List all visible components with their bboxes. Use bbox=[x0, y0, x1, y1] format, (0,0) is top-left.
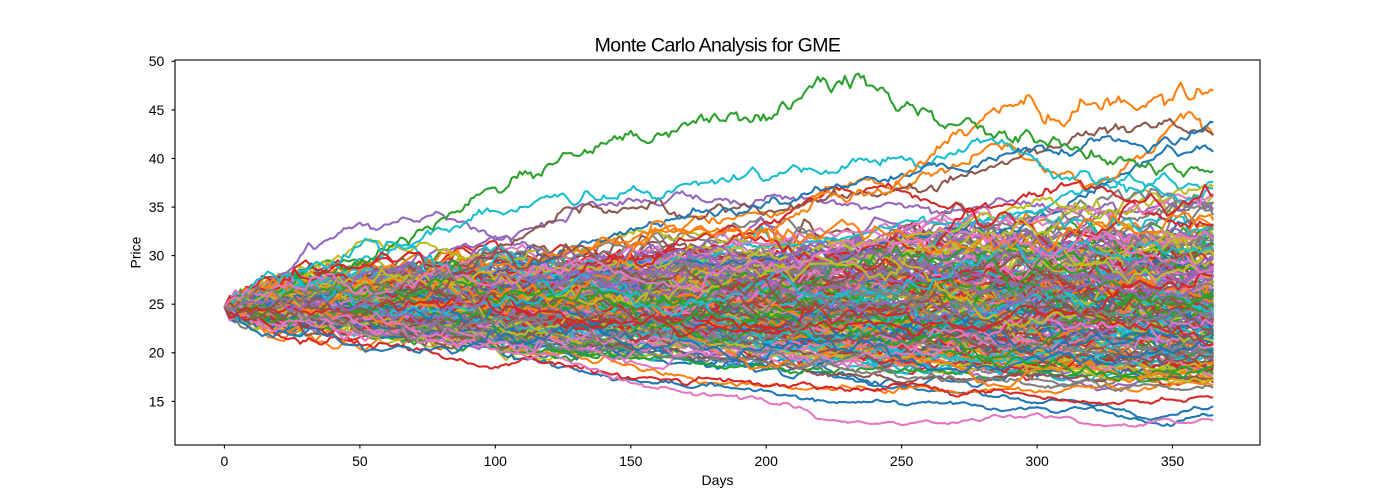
svg-text:20: 20 bbox=[149, 345, 165, 361]
svg-text:250: 250 bbox=[890, 453, 914, 469]
svg-text:150: 150 bbox=[619, 453, 643, 469]
svg-text:40: 40 bbox=[149, 150, 165, 166]
svg-text:35: 35 bbox=[149, 199, 165, 215]
svg-text:Monte Carlo Analysis for GME: Monte Carlo Analysis for GME bbox=[595, 35, 841, 57]
svg-text:50: 50 bbox=[352, 453, 368, 469]
svg-text:45: 45 bbox=[149, 102, 165, 118]
svg-text:350: 350 bbox=[1161, 453, 1185, 469]
svg-text:0: 0 bbox=[221, 453, 229, 469]
svg-text:25: 25 bbox=[149, 296, 165, 312]
svg-text:300: 300 bbox=[1025, 453, 1049, 469]
svg-text:200: 200 bbox=[755, 453, 779, 469]
svg-text:Price: Price bbox=[128, 236, 144, 268]
svg-text:100: 100 bbox=[484, 453, 508, 469]
svg-text:Days: Days bbox=[702, 472, 734, 488]
svg-text:30: 30 bbox=[149, 248, 165, 264]
svg-text:15: 15 bbox=[149, 393, 165, 409]
svg-text:50: 50 bbox=[149, 53, 165, 69]
